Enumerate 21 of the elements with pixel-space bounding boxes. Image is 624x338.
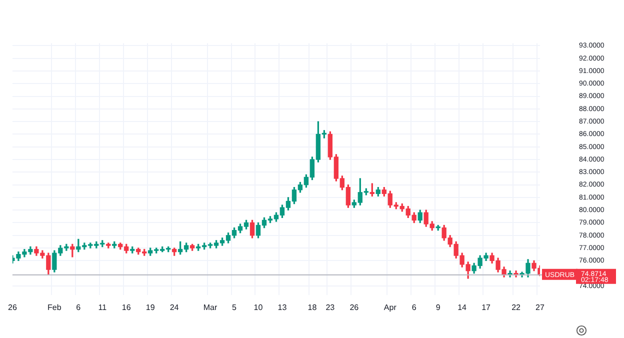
x-tick-label: Mar <box>203 302 218 312</box>
x-tick-label: 6 <box>76 302 82 312</box>
x-tick-label: 10 <box>254 302 264 312</box>
x-tick-label: 6 <box>412 302 417 312</box>
x-tick-label: 26 <box>350 302 360 312</box>
x-tick-label: 23 <box>326 302 336 312</box>
x-tick-label: 17 <box>482 302 492 312</box>
x-tick-label: 13 <box>278 302 288 312</box>
x-tick-label: 27 <box>536 302 545 312</box>
x-tick-label: Feb <box>48 302 62 312</box>
x-tick-label: 22 <box>512 302 522 312</box>
x-tick-label: 16 <box>122 302 132 312</box>
x-tick-label: Apr <box>384 302 397 312</box>
x-tick-label: 11 <box>98 302 108 312</box>
x-tick-label: 19 <box>146 302 156 312</box>
x-tick-label: 18 <box>308 302 318 312</box>
x-tick-label: 24 <box>170 302 180 312</box>
x-tick-label: 14 <box>458 302 468 312</box>
x-tick-label: 26 <box>8 302 18 312</box>
x-tick-label: 9 <box>436 302 441 312</box>
x-tick-label: 5 <box>232 302 238 312</box>
